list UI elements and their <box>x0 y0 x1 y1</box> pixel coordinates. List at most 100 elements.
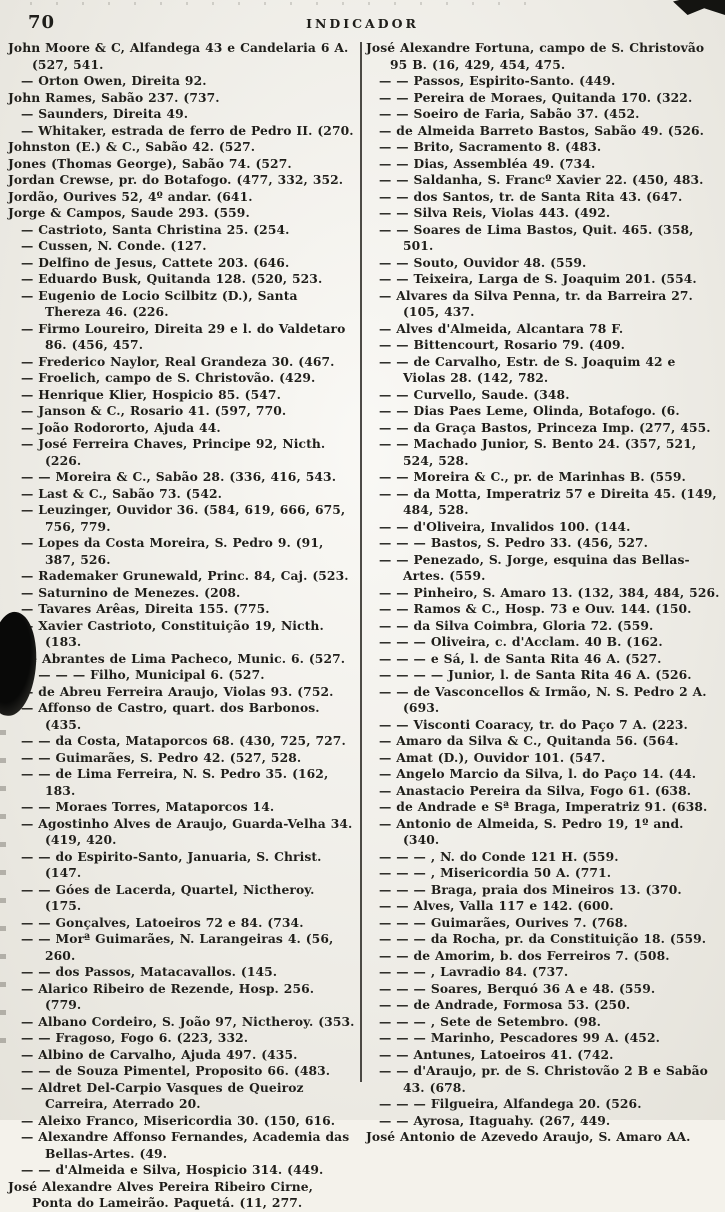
directory-entry: — Henrique Klier, Hospicio 85. (547. <box>21 386 281 402</box>
directory-entry: — Castrioto, Santa Christina 25. (254. <box>21 221 290 237</box>
directory-entry: — — de Amorim, b. dos Ferreiros 7. (508. <box>379 947 670 963</box>
directory-entry: — — Saldanha, S. Francº Xavier 22. (450,… <box>379 172 704 187</box>
directory-entry: — Alves d'Almeida, Alcantara 78 F. <box>379 320 624 336</box>
directory-entry: — — da Silva Coimbra, Gloria 72. (559. <box>379 617 654 633</box>
directory-entry: — Firmo Loureiro, Direita 29 e l. do Val… <box>21 320 346 353</box>
directory-entry: — Rademaker Grunewald, Princ. 84, Caj. (… <box>21 568 349 583</box>
directory-entry: — — de Vasconcellos & Irmão, N. S. Pedro… <box>379 683 707 716</box>
directory-entry: — — — , Sete de Setembro. (98. <box>379 1013 602 1029</box>
directory-entry: — — — da Rocha, pr. da Constituição 18. … <box>379 931 707 946</box>
directory-entry: — — Gonçalves, Latoeiros 72 e 84. (734. <box>21 914 304 930</box>
directory-entry: — — d'Almeida e Silva, Hospicio 314. (44… <box>21 1162 324 1177</box>
directory-entry: — Last & C., Sabão 73. (542. <box>21 485 223 501</box>
directory-entry: — — Dias Paes Leme, Olinda, Botafogo. (6… <box>379 403 680 418</box>
directory-entry: — Tavares Arêas, Direita 155. (775. <box>21 601 270 616</box>
directory-entry: — — — , N. do Conde 121 H. (559. <box>379 848 619 864</box>
directory-entry: — de Andrade e Sª Braga, Imperatriz 91. … <box>379 799 708 814</box>
directory-entry: — João Rodororto, Ajuda 44. <box>21 419 221 435</box>
directory-columns: John Moore & C, Alfandega 43 e Candelari… <box>8 40 720 1212</box>
directory-entry: — Delfino de Jesus, Cattete 203. (646. <box>21 254 290 270</box>
directory-entry: — — — Braga, praia dos Mineiros 13. (370… <box>379 881 682 897</box>
directory-entry: Jordan Crewse, pr. do Botafogo. (477, 33… <box>8 172 344 187</box>
directory-entry: — Alarico Ribeiro de Rezende, Hosp. 256.… <box>21 980 315 1013</box>
directory-entry: — Saturnino de Menezes. (208. <box>21 584 241 600</box>
directory-entry: — Aldret Del-Carpio Vasques de Queiroz C… <box>21 1079 304 1112</box>
directory-entry: — — de Carvalho, Estr. de S. Joaquim 42 … <box>379 353 676 386</box>
directory-entry: John Rames, Sabão 237. (737. <box>8 89 220 105</box>
directory-entry: — — de Andrade, Formosa 53. (250. <box>379 997 631 1012</box>
directory-entry: — — dos Passos, Matacavallos. (145. <box>21 964 278 979</box>
directory-entry: — — Curvello, Saude. (348. <box>379 386 570 402</box>
directory-entry: — — — Filgueira, Alfandega 20. (526. <box>379 1096 642 1111</box>
margin-specks-artifact <box>0 730 6 1060</box>
directory-entry: — Agostinho Alves de Araujo, Guarda-Velh… <box>21 815 353 848</box>
directory-entry: — Eduardo Busk, Quitanda 128. (520, 523. <box>21 271 323 286</box>
directory-entry: — Saunders, Direita 49. <box>21 106 189 121</box>
directory-column-right: José Alexandre Fortuna, campo de S. Chri… <box>360 40 720 1212</box>
directory-entry: — — da Costa, Mataporcos 68. (430, 725, … <box>21 733 346 748</box>
directory-entry: José Alexandre Alves Pereira Ribeiro Cir… <box>8 1178 314 1211</box>
directory-entry: — Frederico Naylor, Real Grandeza 30. (4… <box>21 353 335 369</box>
directory-entry: — de Almeida Barreto Bastos, Sabão 49. (… <box>379 122 705 138</box>
directory-entry: — — — Soares, Berquó 36 A e 48. (559. <box>379 980 656 996</box>
directory-entry: — — Pinheiro, S. Amaro 13. (132, 384, 48… <box>379 584 720 600</box>
directory-entry: — Amat (D.), Ouvidor 101. (547. <box>379 749 606 765</box>
directory-entry: — Amaro da Silva & C., Quitanda 56. (564… <box>379 733 679 748</box>
directory-entry: — Aleixo Franco, Misericordia 30. (150, … <box>21 1112 336 1128</box>
directory-entry: — — — e Sá, l. de Santa Rita 46 A. (527. <box>379 650 662 666</box>
directory-entry: — Whitaker, estrada de ferro de Pedro II… <box>21 122 354 138</box>
directory-entry: José Antonio de Azevedo Araujo, S. Amaro… <box>366 1129 691 1144</box>
directory-entry: — — Góes de Lacerda, Quartel, Nictheroy.… <box>21 881 315 914</box>
directory-entry: John Moore & C, Alfandega 43 e Candelari… <box>8 40 349 72</box>
directory-entry: — — — Oliveira, c. d'Acclam. 40 B. (162. <box>379 634 663 649</box>
directory-entry: — — Passos, Espirito-Santo. (449. <box>379 73 616 88</box>
directory-entry: — Alexandre Affonso Fernandes, Academia … <box>21 1129 350 1161</box>
page-number: 70 <box>28 12 56 33</box>
directory-entry: José Alexandre Fortuna, campo de S. Chri… <box>366 40 705 72</box>
directory-entry: — — Soeiro de Faria, Sabão 37. (452. <box>379 106 640 121</box>
directory-entry: — — Visconti Coaracy, tr. do Paço 7 A. (… <box>379 716 688 732</box>
directory-entry: — — — — Junior, l. de Santa Rita 46 A. (… <box>379 667 692 682</box>
directory-entry: — — Ayrosa, Itaguahy. (267, 449. <box>379 1112 611 1128</box>
directory-entry: Johnston (E.) & C., Sabão 42. (527. <box>8 139 256 154</box>
directory-entry: — — Antunes, Latoeiros 41. (742. <box>379 1046 614 1062</box>
directory-entry: — — — Marinho, Pescadores 99 A. (452. <box>379 1030 660 1045</box>
directory-entry: — — — , Lavradio 84. (737. <box>379 964 569 979</box>
directory-entry: — — Moraes Torres, Mataporcos 14. <box>21 799 275 814</box>
directory-entry: — Lopes da Costa Moreira, S. Pedro 9. (9… <box>21 535 324 567</box>
directory-entry: — — Machado Junior, S. Bento 24. (357, 5… <box>379 436 697 468</box>
directory-entry: — — Soares de Lima Bastos, Quit. 465. (3… <box>379 221 694 254</box>
directory-entry: — Affonso de Castro, quart. dos Barbonos… <box>21 700 320 732</box>
directory-entry: Jorge & Campos, Saude 293. (559. <box>8 205 250 220</box>
directory-entry: — — da Motta, Imperatriz 57 e Direita 45… <box>379 485 717 518</box>
directory-entry: — Orton Owen, Direita 92. <box>21 73 207 88</box>
directory-entry: — — do Espirito-Santo, Januaria, S. Chri… <box>21 848 322 881</box>
directory-entry: — — — — Filho, Municipal 6. (527. <box>21 667 265 682</box>
directory-entry: — — Alves, Valla 117 e 142. (600. <box>379 898 614 913</box>
directory-entry: José Abrantes de Lima Pacheco, Munic. 6.… <box>8 650 346 666</box>
directory-entry: — Froelich, campo de S. Christovão. (429… <box>21 370 316 385</box>
directory-entry: — Antonio de Almeida, S. Pedro 19, 1º an… <box>379 815 684 848</box>
directory-entry: — Eugenio de Locio Scilbitz (D.), Santa … <box>21 287 298 320</box>
directory-entry: — — Morª Guimarães, N. Larangeiras 4. (5… <box>21 931 334 963</box>
directory-entry: Jordão, Ourives 52, 4º andar. (641. <box>8 188 253 204</box>
directory-entry: — — de Lima Ferreira, N. S. Pedro 35. (1… <box>21 766 329 798</box>
page-header: 70 INDICADOR <box>0 10 725 36</box>
directory-entry: — Xavier Castrioto, Constituição 19, Nic… <box>21 617 324 650</box>
scan-noise-specks <box>30 2 530 5</box>
directory-entry: — José Ferreira Chaves, Principe 92, Nic… <box>21 436 326 468</box>
directory-entry: Jones (Thomas George), Sabão 74. (527. <box>8 155 292 171</box>
directory-entry: — — Ramos & C., Hosp. 73 e Ouv. 144. (15… <box>379 601 692 616</box>
directory-entry: — — — Guimarães, Ourives 7. (768. <box>379 914 628 930</box>
directory-entry: — — Penezado, S. Jorge, esquina das Bell… <box>379 551 690 584</box>
directory-entry: — — Souto, Ouvidor 48. (559. <box>379 254 587 270</box>
directory-entry: — Cussen, N. Conde. (127. <box>21 238 207 253</box>
directory-column-left: John Moore & C, Alfandega 43 e Candelari… <box>8 40 360 1212</box>
directory-entry: — — Moreira & C., pr. de Marinhas B. (55… <box>379 469 686 484</box>
directory-entry: — — dos Santos, tr. de Santa Rita 43. (6… <box>379 188 683 204</box>
directory-entry: — — — Bastos, S. Pedro 33. (456, 527. <box>379 535 649 550</box>
directory-entry: — — d'Araujo, pr. de S. Christovão 2 B e… <box>379 1063 708 1095</box>
directory-entry: — — Bittencourt, Rosario 79. (409. <box>379 337 625 352</box>
page-title: INDICADOR <box>306 16 419 31</box>
directory-entry: — Alvares da Silva Penna, tr. da Barreir… <box>379 287 693 320</box>
